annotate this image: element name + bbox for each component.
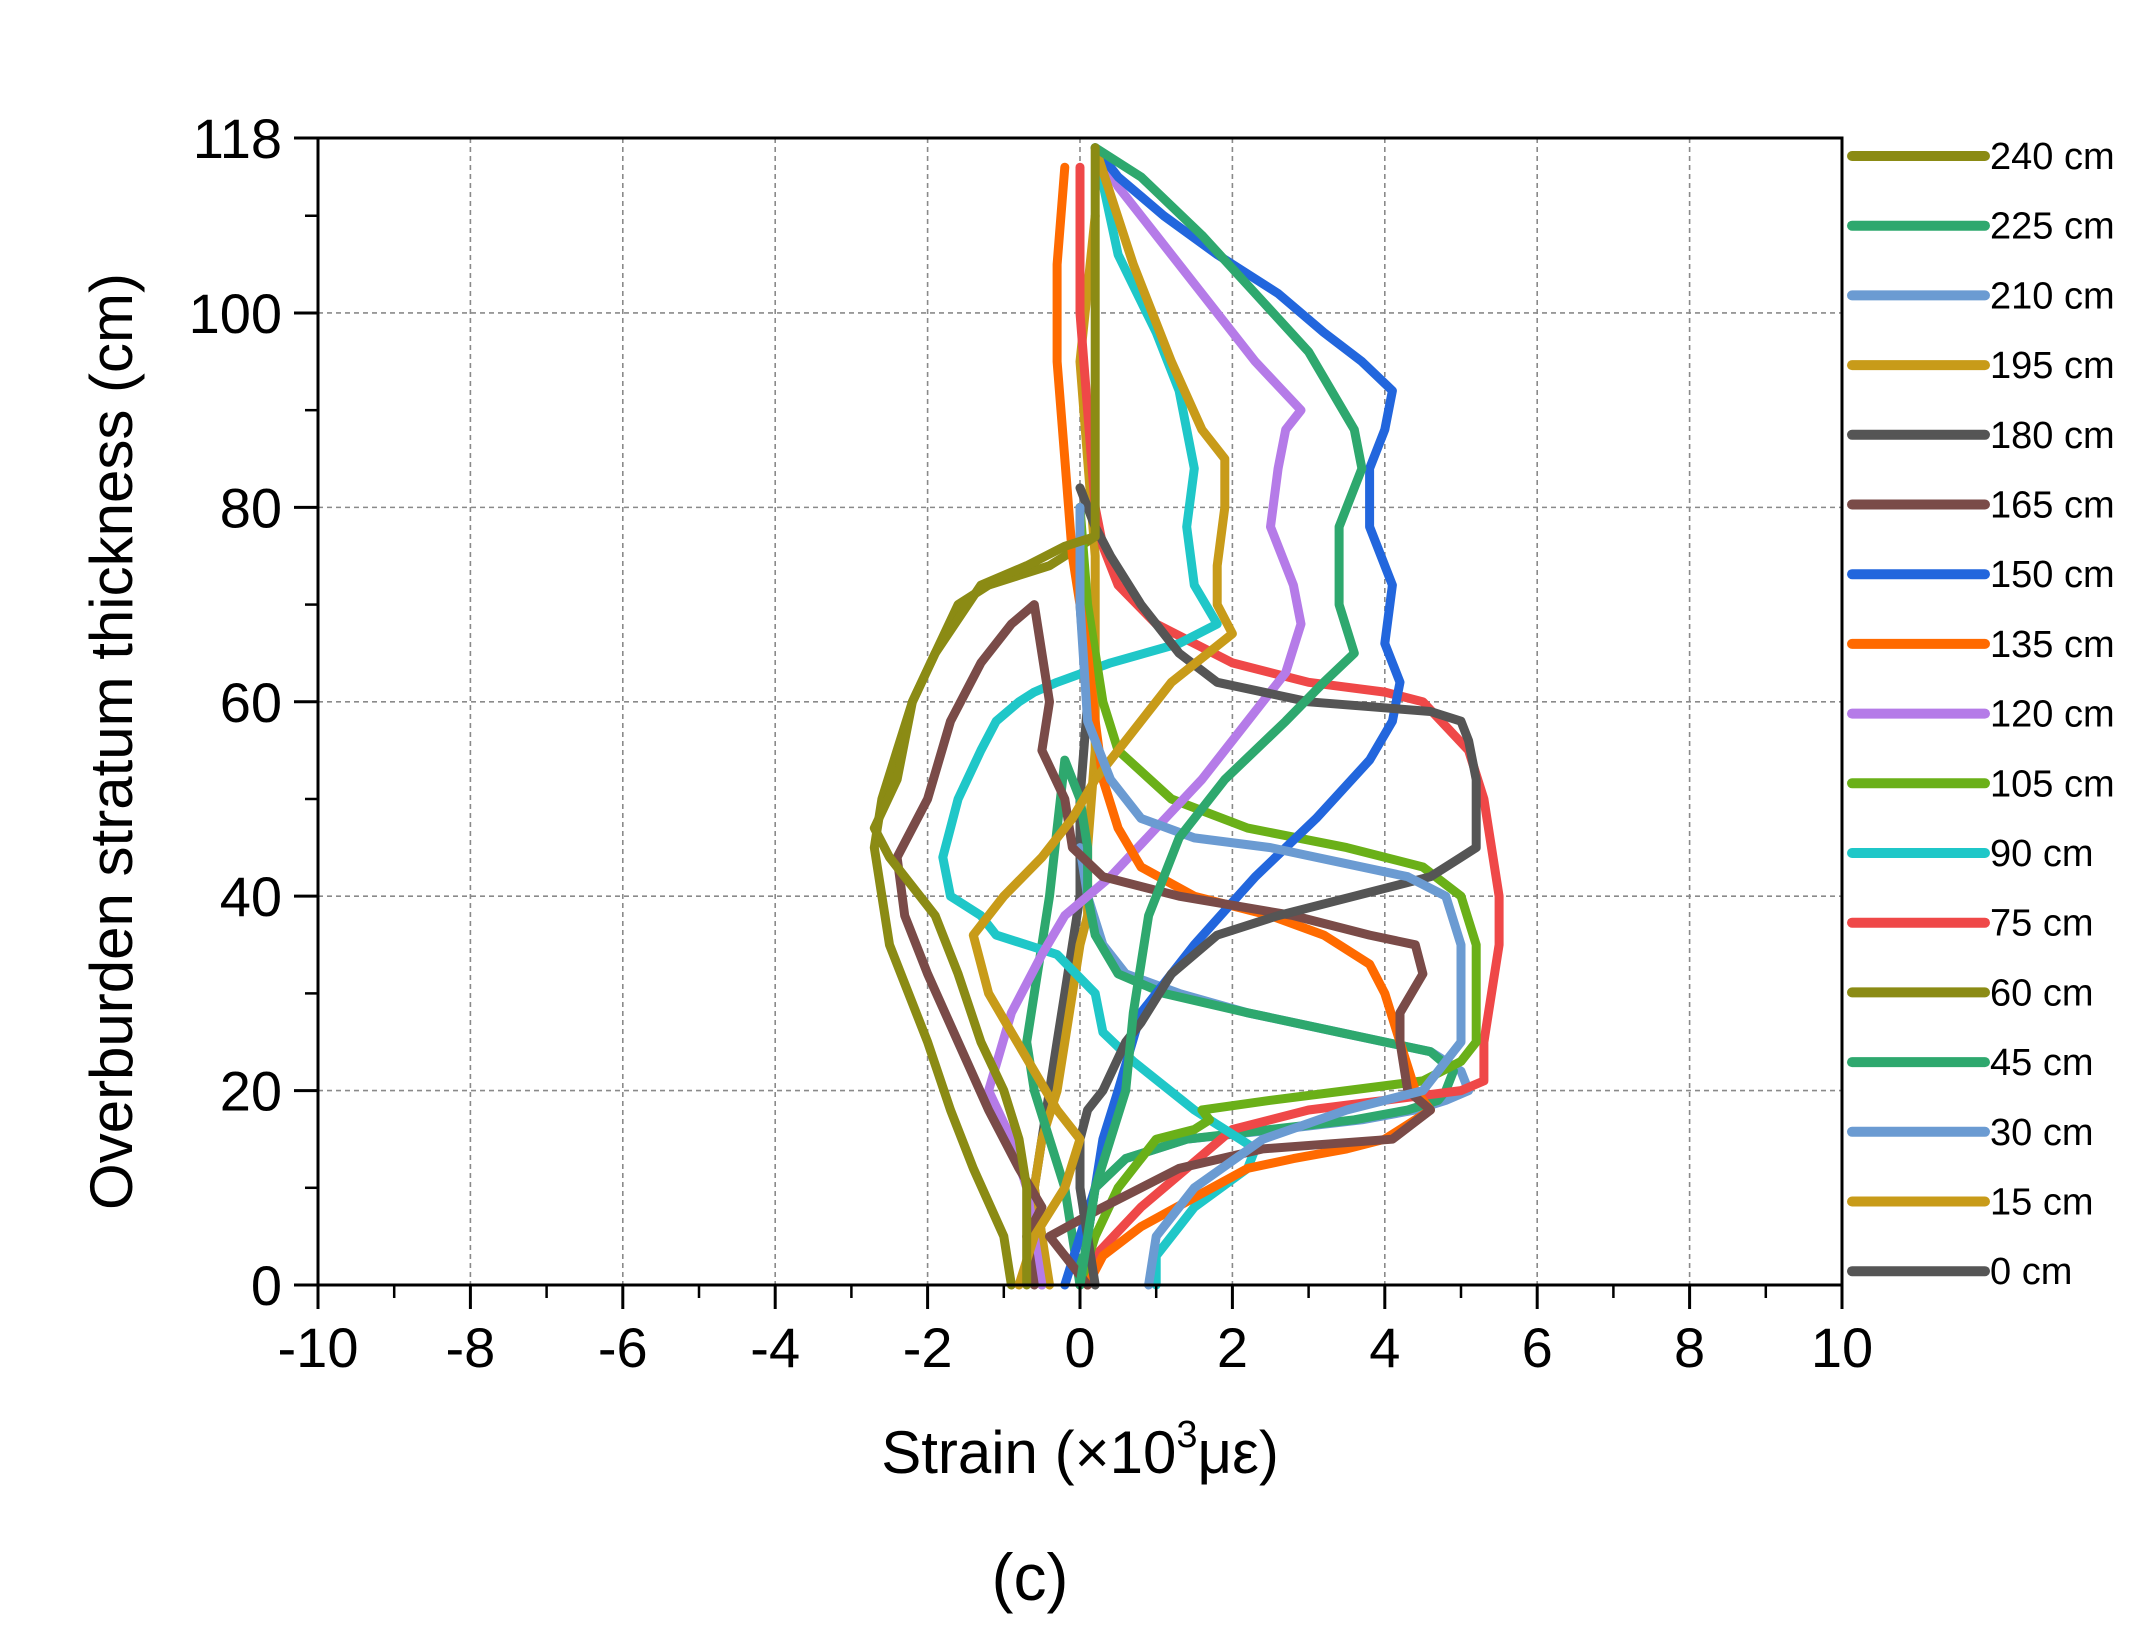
series-line xyxy=(1075,502,1466,1290)
x-tick-label: 0 xyxy=(1064,1316,1095,1379)
x-tick-label: -6 xyxy=(598,1316,648,1379)
x-axis-label-text: Strain (×10 xyxy=(881,1419,1176,1486)
x-axis-label: Strain (×103με) xyxy=(881,1414,1279,1486)
legend-label: 195 cm xyxy=(1990,345,2115,387)
y-tick-label: 80 xyxy=(220,476,282,539)
x-tick-label: 2 xyxy=(1217,1316,1248,1379)
y-tick-label: 40 xyxy=(220,865,282,928)
legend-label: 45 cm xyxy=(1990,1042,2093,1084)
grid xyxy=(318,138,1842,1285)
y-tick-label: 20 xyxy=(220,1060,282,1123)
legend-label: 210 cm xyxy=(1990,275,2115,317)
y-tick-label: 100 xyxy=(189,282,282,345)
legend-label: 240 cm xyxy=(1990,136,2115,178)
legend-label: 120 cm xyxy=(1990,694,2115,736)
series-line xyxy=(1075,143,1367,1290)
axis-ticks xyxy=(294,136,1844,1309)
y-axis-label: Overburden stratum thickness (cm) xyxy=(78,273,145,1210)
legend-label: 90 cm xyxy=(1990,833,2093,875)
y-tick-label: 118 xyxy=(193,107,282,170)
x-tick-label: -2 xyxy=(903,1316,953,1379)
series-line xyxy=(968,143,1237,1290)
legend-label: 165 cm xyxy=(1990,485,2115,527)
y-tick-label: 60 xyxy=(220,671,282,734)
x-tick-label: 4 xyxy=(1369,1316,1400,1379)
series-line xyxy=(869,143,1100,1290)
legend-label: 150 cm xyxy=(1990,554,2115,596)
legend-label: 225 cm xyxy=(1990,206,2115,248)
legend-label: 0 cm xyxy=(1990,1251,2072,1293)
x-tick-label: -8 xyxy=(446,1316,496,1379)
legend: 240 cm 225 cm 210 cm 195 cm 180 cm 165 cm 150 … xyxy=(1847,136,2115,1293)
x-tick-label: 8 xyxy=(1674,1316,1705,1379)
x-tick-label: 10 xyxy=(1811,1316,1873,1379)
legend-label: 15 cm xyxy=(1990,1182,2093,1224)
legend-label: 180 cm xyxy=(1990,415,2115,457)
legend-label: 105 cm xyxy=(1990,763,2115,805)
series-line xyxy=(1060,143,1405,1290)
x-tick-label: 6 xyxy=(1522,1316,1553,1379)
series-line xyxy=(1075,502,1481,1290)
x-axis-label-unit: με) xyxy=(1198,1419,1279,1486)
x-tick-label: -4 xyxy=(750,1316,800,1379)
legend-label: 30 cm xyxy=(1990,1112,2093,1154)
legend-label: 60 cm xyxy=(1990,972,2093,1014)
panel-label: (c) xyxy=(992,1540,1069,1614)
legend-label: 75 cm xyxy=(1990,903,2093,945)
series-lines xyxy=(869,143,1504,1290)
x-tick-label: -10 xyxy=(278,1316,359,1379)
x-axis-label-sup: 3 xyxy=(1176,1414,1197,1456)
y-tick-label: 0 xyxy=(251,1254,282,1317)
legend-label: 135 cm xyxy=(1990,624,2115,666)
series-line xyxy=(938,143,1260,1290)
